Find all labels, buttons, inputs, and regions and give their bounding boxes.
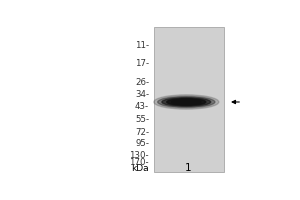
- Text: 1: 1: [185, 163, 192, 173]
- Text: 130-: 130-: [130, 151, 149, 160]
- Text: 17-: 17-: [135, 59, 149, 68]
- Text: 34-: 34-: [135, 90, 149, 99]
- Text: 26-: 26-: [135, 78, 149, 87]
- Text: 43-: 43-: [135, 102, 149, 111]
- Text: 95-: 95-: [135, 139, 149, 148]
- Text: 72-: 72-: [135, 128, 149, 137]
- Ellipse shape: [162, 98, 211, 106]
- Ellipse shape: [158, 96, 215, 108]
- Bar: [154, 27, 224, 172]
- Text: 170-: 170-: [130, 158, 149, 167]
- Text: 11-: 11-: [135, 41, 149, 50]
- Text: 55-: 55-: [135, 115, 149, 124]
- Ellipse shape: [172, 99, 201, 105]
- Ellipse shape: [154, 95, 219, 109]
- Text: kDa: kDa: [131, 164, 149, 173]
- Ellipse shape: [167, 99, 206, 105]
